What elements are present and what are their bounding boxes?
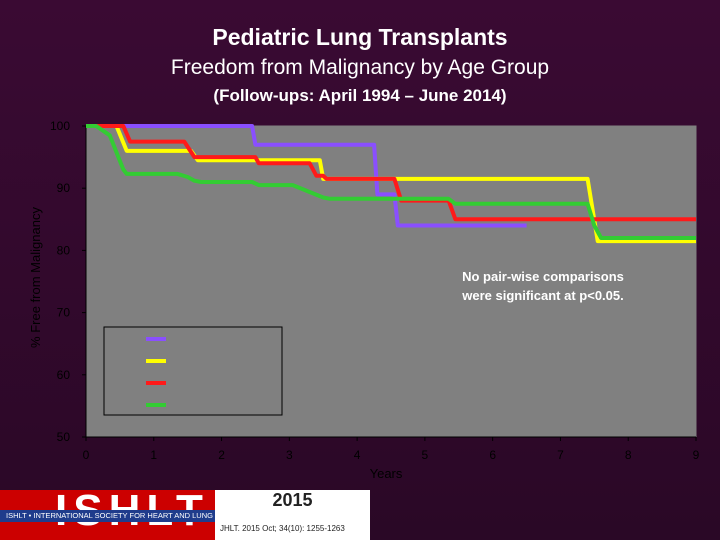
- footer: ISHLT ISHLT • INTERNATIONAL SOCIETY FOR …: [0, 486, 370, 540]
- x-tick-label: 4: [354, 448, 361, 462]
- annotation-line-1: No pair-wise comparisons: [462, 269, 624, 284]
- y-tick-label: 70: [57, 306, 71, 320]
- x-tick-label: 3: [286, 448, 293, 462]
- series-line-4: [86, 124, 696, 240]
- y-tick-label: 100: [50, 119, 70, 133]
- followup-note: (Follow-ups: April 1994 – June 2014): [213, 86, 507, 105]
- y-tick-label: 80: [57, 243, 71, 257]
- chart-subtitle: Freedom from Malignancy by Age Group: [170, 56, 550, 79]
- citation-box: 2015 JHLT. 2015 Oct; 34(10): 1255-1263: [215, 490, 370, 540]
- x-tick-label: 1: [150, 448, 157, 462]
- legend-box: [103, 326, 283, 416]
- year-label: 2015: [272, 490, 313, 510]
- y-tick-label: 90: [57, 181, 71, 195]
- x-tick-label: 9: [693, 448, 700, 462]
- x-tick-label: 2: [218, 448, 225, 462]
- x-tick-label: 7: [557, 448, 564, 462]
- x-axis-label: Years: [370, 466, 403, 481]
- chart-title: Pediatric Lung Transplants: [212, 24, 508, 50]
- citation-text: JHLT. 2015 Oct; 34(10): 1255-1263: [220, 524, 345, 533]
- plot-layer: 50 60 70 80 90 100 0 1 2 3 4 5 6 7 8 9 Years % Free from …: [28, 119, 700, 481]
- x-tick-label: 6: [489, 448, 496, 462]
- series-line-3: [86, 124, 696, 222]
- x-tick-label: 5: [422, 448, 429, 462]
- y-tick-label: 50: [57, 430, 71, 444]
- x-tick-label: 8: [625, 448, 632, 462]
- y-tick-label: 60: [57, 368, 71, 382]
- y-axis-label: % Free from Malignancy: [28, 207, 43, 348]
- annotation-line-2: were significant at p<0.05.: [461, 288, 623, 303]
- x-tick-label: 0: [83, 448, 90, 462]
- series-line-1: [86, 124, 527, 228]
